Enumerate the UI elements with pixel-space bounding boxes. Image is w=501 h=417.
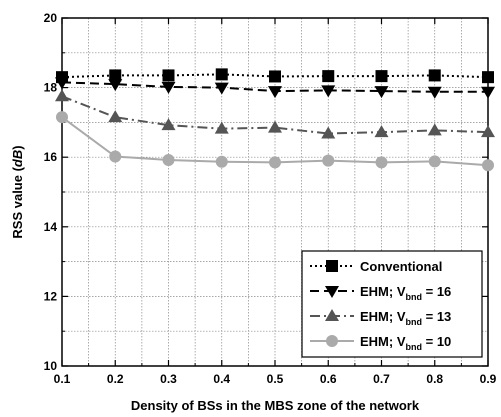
data-point: [161, 118, 176, 131]
data-point: [108, 110, 123, 123]
data-point: [55, 89, 69, 102]
x-tick-label: 0.9: [480, 372, 497, 386]
data-point: [375, 70, 388, 83]
data-point: [268, 120, 282, 133]
legend-marker: [326, 260, 338, 272]
x-tick-label: 0.2: [107, 372, 124, 386]
data-point: [56, 111, 68, 124]
x-tick-label: 0.4: [213, 372, 230, 386]
data-point: [481, 86, 495, 99]
data-point: [109, 150, 122, 163]
x-tick-label: 0.3: [160, 372, 177, 386]
legend-label: Conventional: [360, 259, 442, 274]
data-point: [161, 81, 176, 94]
series-line: [61, 73, 489, 79]
data-point: [109, 69, 122, 82]
data-point: [214, 121, 229, 134]
data-point: [322, 70, 335, 83]
x-tick-label: 0.6: [320, 372, 337, 386]
x-tick-label: 0.5: [267, 372, 284, 386]
y-axis-label-suffix: ): [10, 145, 25, 149]
data-point: [55, 77, 69, 90]
y-tick-label: 16: [44, 150, 58, 164]
data-point: [162, 153, 175, 166]
x-tick-label: 0.7: [373, 372, 390, 386]
data-point: [215, 155, 228, 168]
legend-marker: [325, 286, 339, 298]
x-tick-label: 0.8: [426, 372, 443, 386]
data-point: [321, 85, 336, 98]
data-point: [428, 69, 441, 82]
x-tick-label: 0.1: [54, 372, 71, 386]
legend-marker: [326, 335, 338, 347]
y-axis-label: RSS value (dB): [10, 145, 25, 238]
series-1: [56, 68, 494, 84]
y-axis-label-prefix: RSS value (: [10, 166, 25, 238]
data-point: [374, 86, 389, 99]
data-point: [482, 71, 494, 84]
y-tick-label: 10: [44, 359, 58, 373]
data-point: [375, 156, 388, 169]
data-point: [215, 68, 228, 81]
data-point: [428, 155, 441, 168]
data-point: [108, 79, 123, 92]
legend-label: EHM; Vbnd = 10: [360, 334, 451, 352]
x-axis-label: Density of BSs in the MBS zone of the ne…: [131, 398, 420, 413]
legend: Conventional EHM; Vbnd = 16 EHM; Vbnd = 13…: [301, 250, 483, 358]
y-tick-label: 14: [44, 220, 58, 234]
data-point: [269, 70, 281, 83]
data-point: [482, 159, 494, 172]
data-point: [214, 82, 229, 95]
data-point: [427, 86, 442, 99]
data-point: [322, 154, 335, 167]
series-layer: [55, 68, 495, 172]
data-point: [374, 125, 389, 138]
legend-marker: [325, 309, 339, 321]
series-line: [61, 95, 489, 135]
y-tick-label: 12: [44, 289, 58, 303]
data-point: [269, 156, 281, 169]
y-tick-label: 18: [44, 81, 58, 95]
y-axis-label-unit: dB: [10, 150, 25, 167]
legend-label: EHM; Vbnd = 16: [360, 284, 451, 302]
axes: 0.1 0.2 0.3 0.4 0.5 0.6 0.7 0.8 0.9 10 12 14 16 18 20: [44, 11, 497, 386]
y-tick-label: 20: [44, 11, 58, 25]
data-point: [321, 126, 336, 139]
data-point: [268, 86, 282, 99]
series-4: [56, 111, 494, 172]
data-point: [481, 125, 495, 138]
legend-label: EHM; Vbnd = 13: [360, 309, 451, 327]
data-point: [427, 123, 442, 136]
series-3: [55, 89, 495, 139]
series-2: [55, 77, 495, 99]
data-point: [162, 69, 175, 82]
